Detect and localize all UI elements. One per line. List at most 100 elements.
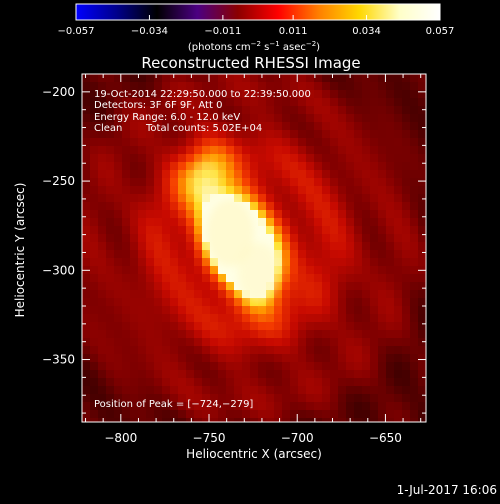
heatmap-cell xyxy=(226,98,235,107)
heatmap-cell xyxy=(394,354,403,363)
heatmap-cell xyxy=(362,394,371,403)
heatmap-cell xyxy=(138,402,147,411)
heatmap-cell xyxy=(418,130,426,139)
heatmap-cell xyxy=(138,354,147,363)
heatmap-cell xyxy=(410,82,419,91)
heatmap-cell xyxy=(370,90,379,99)
heatmap-cell xyxy=(138,122,147,131)
heatmap-cell xyxy=(346,218,355,227)
heatmap-cell xyxy=(258,178,267,187)
heatmap-cell xyxy=(418,122,426,131)
heatmap-cell xyxy=(290,378,299,387)
heatmap-cell xyxy=(354,306,363,315)
heatmap-cell xyxy=(354,274,363,283)
heatmap-cell xyxy=(82,202,91,211)
heatmap-cell xyxy=(282,370,291,379)
heatmap-cell xyxy=(106,226,115,235)
heatmap-cell xyxy=(250,210,259,219)
heatmap-cell xyxy=(314,218,323,227)
info-annotation: 19-Oct-2014 22:29:50.000 to 22:39:50.000… xyxy=(94,89,311,410)
heatmap-cell xyxy=(106,178,115,187)
heatmap-cell xyxy=(90,146,99,155)
heatmap-cell xyxy=(362,330,371,339)
heatmap-cell xyxy=(226,378,235,387)
heatmap-cell xyxy=(154,266,163,275)
heatmap-cell xyxy=(98,146,107,155)
heatmap-cell xyxy=(242,146,251,155)
heatmap-cell xyxy=(90,154,99,163)
heatmap-cell xyxy=(234,378,243,387)
heatmap-cell xyxy=(386,234,395,243)
heatmap-cell xyxy=(226,146,235,155)
heatmap-cell xyxy=(418,210,426,219)
heatmap-cell xyxy=(218,90,227,99)
heatmap-cell xyxy=(266,130,275,139)
heatmap-cell xyxy=(418,290,426,299)
heatmap-cell xyxy=(274,114,283,123)
heatmap-cell xyxy=(338,322,347,331)
heatmap-cell xyxy=(90,162,99,171)
heatmap-cell xyxy=(122,162,131,171)
plot-area xyxy=(82,74,426,422)
heatmap-cell xyxy=(210,354,219,363)
heatmap-cell xyxy=(178,226,187,235)
heatmap-cell xyxy=(162,162,171,171)
heatmap-cell xyxy=(394,306,403,315)
heatmap-cell xyxy=(410,138,419,147)
heatmap-cell xyxy=(146,130,155,139)
heatmap-cell xyxy=(370,82,379,91)
heatmap-cell xyxy=(186,338,195,347)
heatmap-cell xyxy=(362,130,371,139)
heatmap-cell xyxy=(282,274,291,283)
heatmap-cell xyxy=(114,410,123,419)
heatmap-cell xyxy=(146,194,155,203)
heatmap-cell xyxy=(242,306,251,315)
heatmap-cell xyxy=(298,298,307,307)
heatmap-cell xyxy=(290,106,299,115)
heatmap-cell xyxy=(210,378,219,387)
info-total-counts: Total counts: 5.02E+04 xyxy=(145,123,262,134)
heatmap-cell xyxy=(194,146,203,155)
heatmap-cell xyxy=(410,282,419,291)
heatmap-cell xyxy=(362,354,371,363)
heatmap-cell xyxy=(106,194,115,203)
heatmap-cell xyxy=(146,146,155,155)
heatmap-cell xyxy=(250,162,259,171)
heatmap-cell xyxy=(202,386,211,395)
heatmap-cell xyxy=(322,122,331,131)
heatmap-cell xyxy=(178,170,187,179)
heatmap-cell xyxy=(410,170,419,179)
heatmap-cell xyxy=(386,330,395,339)
heatmap-cell xyxy=(138,314,147,323)
heatmap-cell xyxy=(106,138,115,147)
heatmap-cell xyxy=(138,346,147,355)
heatmap-cell xyxy=(290,74,299,83)
heatmap-cell xyxy=(418,82,426,91)
heatmap-cell xyxy=(282,266,291,275)
heatmap-cell xyxy=(242,122,251,131)
heatmap-cell xyxy=(410,130,419,139)
heatmap-cell xyxy=(354,250,363,259)
heatmap-cell xyxy=(82,114,91,123)
heatmap-cell xyxy=(210,106,219,115)
heatmap-cell xyxy=(330,170,339,179)
heatmap-cell xyxy=(146,354,155,363)
heatmap-cell xyxy=(306,370,315,379)
heatmap-cell xyxy=(418,106,426,115)
heatmap-cell xyxy=(178,354,187,363)
heatmap-cell xyxy=(114,362,123,371)
heatmap-cell xyxy=(314,258,323,267)
heatmap-cell xyxy=(290,290,299,299)
heatmap-cell xyxy=(378,258,387,267)
heatmap-cell xyxy=(402,402,411,411)
heatmap-cell xyxy=(402,178,411,187)
colorbar-bar xyxy=(75,3,441,21)
heatmap-cell xyxy=(154,338,163,347)
heatmap-cell xyxy=(106,106,115,115)
heatmap-cell xyxy=(146,74,155,83)
heatmap-cell xyxy=(210,98,219,107)
heatmap-cell xyxy=(418,330,426,339)
heatmap-cell xyxy=(202,338,211,347)
heatmap-cell xyxy=(114,378,123,387)
heatmap-cell xyxy=(266,210,275,219)
